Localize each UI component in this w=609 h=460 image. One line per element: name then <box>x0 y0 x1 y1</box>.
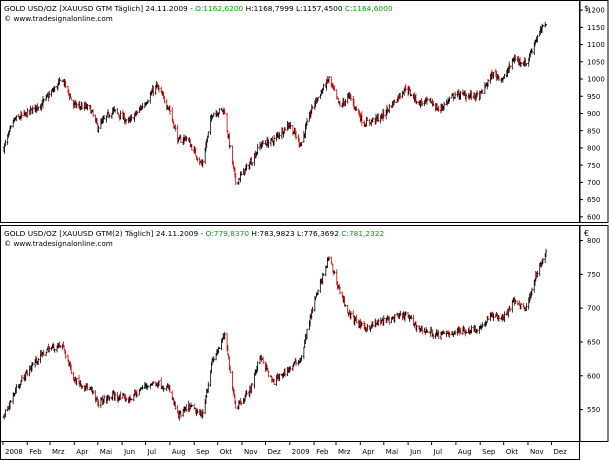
usd-plot-frame <box>0 0 580 223</box>
time-axis-label: Okt <box>220 448 233 456</box>
usd-header: GOLD USD/OZ [XAUUSD GTM Täglich] 24.11.2… <box>4 4 393 13</box>
eur-currency-symbol: € <box>584 229 589 238</box>
eur-y-tick-label: 600 <box>587 372 600 380</box>
time-axis-label: Mai <box>386 448 398 456</box>
eur-y-tick-label: 650 <box>587 339 600 347</box>
time-axis-label: Mai <box>100 448 112 456</box>
time-axis-label: Mrz <box>52 448 65 456</box>
time-axis-label: Feb <box>29 448 42 456</box>
time-axis-label: Apr <box>362 448 374 456</box>
time-axis-label: Sep <box>196 448 210 456</box>
usd-y-tick-label: 600 <box>587 213 600 221</box>
usd-currency-symbol: $ <box>584 4 589 13</box>
time-axis: 2008 Feb Mrz Apr Mai Jun Jul Aug Sep Okt Nov Dez 200… <box>0 441 580 460</box>
usd-ohlc-series <box>2 21 547 185</box>
time-axis-labels: 2008 Feb Mrz Apr Mai Jun Jul Aug Sep Okt Nov Dez 200… <box>2 441 567 456</box>
time-axis-label: Jul <box>147 448 157 456</box>
eur-y-axis: 800 750 700 650 600 550 <box>580 237 600 414</box>
usd-y-tick-label: 900 <box>587 110 600 118</box>
eur-plot-frame <box>0 225 580 442</box>
eur-header-open: O:779,8370 <box>206 229 250 238</box>
time-axis-label: Jun <box>123 448 135 456</box>
usd-header-close: C:1164,6000 <box>345 4 393 13</box>
eur-y-tick-label: 800 <box>587 237 600 245</box>
time-axis-label: 2008 <box>5 448 23 456</box>
usd-y-tick-label: 750 <box>587 162 600 170</box>
eur-header-prefix: GOLD USD/OZ [XAUUSD GTM(2) Täglich] 24.1… <box>4 229 206 238</box>
eur-watermark: © www.tradesignalonline.com <box>4 239 113 248</box>
eur-y-tick-label: 550 <box>587 406 600 414</box>
time-axis-label: 2009 <box>292 448 310 456</box>
time-axis-label: Dez <box>553 448 567 456</box>
time-axis-label: Mrz <box>338 448 351 456</box>
eur-header-close: C:781,2322 <box>341 229 384 238</box>
time-axis-label: Jul <box>433 448 443 456</box>
usd-panel: GOLD USD/OZ [XAUUSD GTM Täglich] 24.11.2… <box>0 0 609 223</box>
usd-y-tick-label: 1200 <box>587 7 605 15</box>
time-axis-label: Okt <box>506 448 519 456</box>
eur-panel: GOLD USD/OZ [XAUUSD GTM(2) Täglich] 24.1… <box>0 225 609 442</box>
eur-header-hl: H:783,9823 L:776,3692 <box>249 229 341 238</box>
usd-header-open: O:1162,6200 <box>195 4 243 13</box>
usd-watermark: © www.tradesignalonline.com <box>4 14 113 23</box>
time-axis-label: Jun <box>409 448 421 456</box>
time-axis-label: Feb <box>316 448 329 456</box>
time-axis-label: Aug <box>172 448 186 456</box>
eur-ohlc-series <box>2 248 547 421</box>
eur-axis-frame <box>579 225 609 442</box>
usd-y-tick-label: 1000 <box>587 76 605 84</box>
time-axis-label: Dez <box>267 448 281 456</box>
usd-header-prefix: GOLD USD/OZ [XAUUSD GTM Täglich] 24.11.2… <box>4 4 195 13</box>
time-axis-label: Nov <box>530 448 544 456</box>
time-axis-label: Apr <box>76 448 88 456</box>
usd-y-tick-label: 1100 <box>587 41 605 49</box>
usd-y-axis: 1200 1150 1100 1050 1000 950 900 850 800 750 700 65… <box>580 7 605 221</box>
eur-y-tick-label: 700 <box>587 305 600 313</box>
time-axis-label: Aug <box>458 448 472 456</box>
eur-header: GOLD USD/OZ [XAUUSD GTM(2) Täglich] 24.1… <box>4 229 384 238</box>
time-axis-label: Nov <box>244 448 258 456</box>
usd-header-hl: H:1168,7999 L:1157,4500 <box>243 4 345 13</box>
usd-y-tick-label: 1150 <box>587 24 605 32</box>
usd-y-tick-label: 850 <box>587 127 600 135</box>
eur-y-tick-label: 750 <box>587 271 600 279</box>
usd-y-tick-label: 950 <box>587 93 600 101</box>
usd-axis-frame <box>579 0 609 223</box>
usd-y-tick-label: 800 <box>587 145 600 153</box>
usd-y-tick-label: 650 <box>587 196 600 204</box>
time-axis-label: Sep <box>482 448 496 456</box>
usd-y-tick-label: 700 <box>587 179 600 187</box>
usd-y-tick-label: 1050 <box>587 58 605 66</box>
